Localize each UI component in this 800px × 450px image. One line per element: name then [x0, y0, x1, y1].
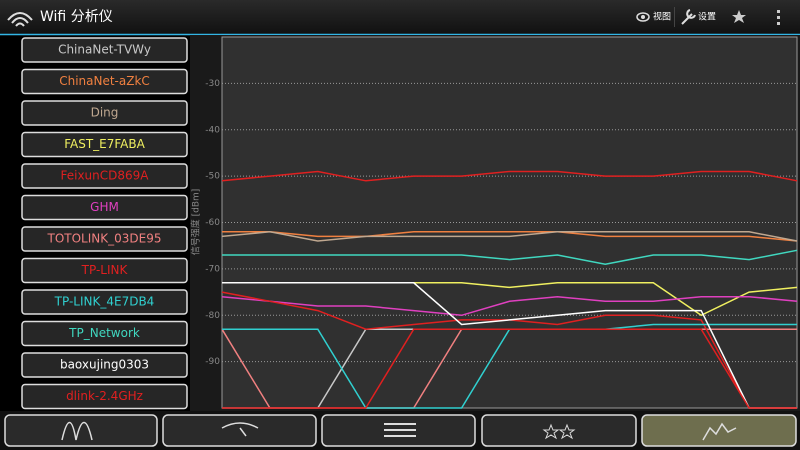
- tab-channel[interactable]: [4, 414, 158, 447]
- network-item[interactable]: dlink-2.4GHz: [21, 383, 188, 410]
- y-tick-label: -50: [205, 172, 220, 182]
- network-item[interactable]: FAST_E7FABA: [21, 131, 188, 158]
- menu-label: 视图: [653, 11, 671, 23]
- signal-line: [222, 328, 797, 409]
- favorite-button[interactable]: [732, 10, 746, 23]
- network-name: TOTOLINK_03DE95: [47, 232, 162, 246]
- network-item-box: [21, 68, 188, 95]
- network-item[interactable]: baoxujing0303: [21, 352, 188, 378]
- network-item[interactable]: TOTOLINK_03DE95: [21, 226, 188, 252]
- network-name: TP-LINK_4E7DB4: [54, 295, 155, 309]
- network-item-box: [21, 383, 188, 410]
- network-name: Ding: [91, 106, 119, 120]
- network-name: TP_Network: [68, 326, 140, 340]
- settings-button[interactable]: 设置: [681, 9, 716, 25]
- signal-line: [222, 249, 798, 265]
- network-item[interactable]: TP-LINK_4E7DB4: [21, 289, 188, 315]
- network-name: FeixunCD869A: [60, 169, 149, 183]
- signal-line: [222, 231, 798, 242]
- tab-rating[interactable]: [481, 414, 637, 447]
- network-name: TP-LINK: [81, 263, 129, 277]
- network-item-box: [21, 226, 188, 252]
- signal-line: [221, 170, 798, 182]
- network-item-box: [21, 131, 188, 158]
- network-item[interactable]: TP-LINK: [21, 257, 188, 284]
- network-item-box: [21, 257, 188, 284]
- network-item-box: [21, 289, 188, 315]
- network-name: GHM: [90, 200, 119, 214]
- network-item-box: [21, 100, 188, 126]
- network-name: dlink-2.4GHz: [66, 389, 143, 403]
- network-item[interactable]: GHM: [21, 194, 188, 221]
- y-tick-label: -70: [205, 264, 220, 274]
- network-item[interactable]: ChinaNet-aZkC: [21, 68, 188, 95]
- y-axis-label: 信号强度 [dBm]: [190, 189, 202, 256]
- app-title: Wifi 分析仪: [40, 9, 113, 25]
- app-icon: [7, 12, 33, 27]
- network-item-box: [21, 320, 188, 347]
- tab-meter[interactable]: [162, 414, 317, 447]
- network-item-box: [21, 352, 188, 378]
- network-item[interactable]: FeixunCD869A: [21, 163, 188, 189]
- signal-line: [222, 282, 797, 409]
- network-item[interactable]: ChinaNet-TVWy: [21, 37, 188, 63]
- tab-time-graph[interactable]: [641, 414, 797, 447]
- network-item[interactable]: TP_Network: [21, 320, 188, 347]
- plot-area: [221, 36, 798, 409]
- network-name: FAST_E7FABA: [64, 137, 145, 151]
- network-item[interactable]: Ding: [21, 100, 188, 126]
- y-tick-label: -60: [205, 218, 220, 228]
- y-tick-label: -30: [205, 79, 220, 89]
- menu-label: 设置: [698, 12, 716, 23]
- signal-line: [221, 231, 798, 242]
- action-bar: [0, 0, 800, 34]
- network-item-box: [21, 194, 188, 221]
- network-name: baoxujing0303: [60, 358, 149, 372]
- network-name: ChinaNet-TVWy: [58, 43, 151, 57]
- y-tick-label: -40: [205, 125, 220, 135]
- overflow-menu[interactable]: [777, 10, 780, 25]
- network-item-box: [21, 37, 188, 63]
- view-button[interactable]: 视图: [636, 11, 671, 23]
- y-tick-label: -90: [205, 357, 220, 367]
- network-item-box: [21, 163, 188, 189]
- y-tick-label: -80: [205, 311, 220, 321]
- network-name: ChinaNet-aZkC: [59, 74, 150, 88]
- signal-line: [221, 295, 798, 317]
- tab-list[interactable]: [321, 414, 476, 447]
